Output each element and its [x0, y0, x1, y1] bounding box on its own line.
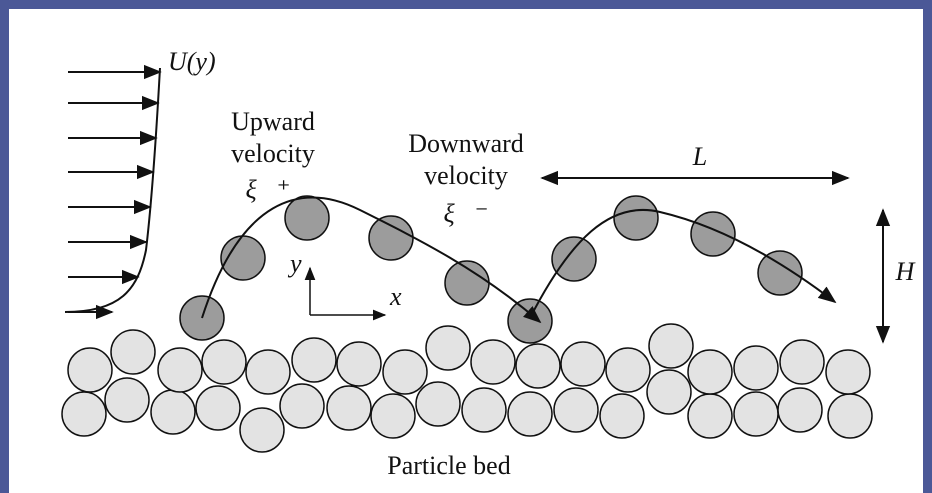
bed-particle	[605, 347, 651, 393]
bed-particle	[553, 387, 599, 433]
velocity-profile	[64, 64, 162, 320]
bed-particle	[279, 383, 325, 429]
upward-label: velocity	[231, 139, 315, 168]
saltating-particle	[368, 215, 414, 261]
bed-particle	[515, 343, 561, 389]
bed-particle	[370, 393, 416, 439]
trajectory	[529, 209, 837, 319]
bed-particle	[827, 393, 873, 439]
bed-particle	[150, 389, 196, 435]
bed-particle	[779, 339, 825, 385]
height-label: H	[895, 257, 916, 286]
bed-particle	[687, 393, 733, 439]
upward-symbol: ξ⃗⁺	[245, 175, 290, 204]
bed-particle	[507, 391, 553, 437]
downward-symbol: ξ⃗⁻	[443, 199, 488, 228]
upward-label: Upward	[231, 107, 315, 136]
bed-particle	[777, 387, 823, 433]
bed-particle	[599, 393, 645, 439]
bed-particle	[239, 407, 285, 453]
particle-bed	[61, 323, 873, 453]
bed-particle	[461, 387, 507, 433]
bed-particle	[560, 341, 606, 387]
trajectory	[201, 196, 542, 324]
bed-particle	[104, 377, 150, 423]
saltating-particle	[690, 211, 736, 257]
bed-particle	[336, 341, 382, 387]
bed-particle	[157, 347, 203, 393]
bed-particle	[825, 349, 871, 395]
bed-particle	[326, 385, 372, 431]
profile-label: U(y)	[168, 47, 216, 76]
bed-particle	[415, 381, 461, 427]
bed-particle	[733, 391, 779, 437]
saltating-particle	[551, 236, 597, 282]
x-axis-label: x	[389, 282, 402, 311]
bed-particle	[67, 347, 113, 393]
bed-particle	[646, 369, 692, 415]
bed-particle	[733, 345, 779, 391]
downward-label: velocity	[424, 161, 508, 190]
y-axis-label: y	[287, 249, 302, 278]
bed-particle	[648, 323, 694, 369]
saltating-particle	[507, 298, 553, 344]
saltating-particle	[757, 250, 803, 296]
bed-particle	[201, 339, 247, 385]
bed-label: Particle bed	[387, 451, 510, 480]
bed-particle	[291, 337, 337, 383]
bed-particle	[687, 349, 733, 395]
bed-particle	[61, 391, 107, 437]
length-label: L	[692, 142, 707, 171]
saltating-particle	[613, 195, 659, 241]
saltating-particle	[284, 195, 330, 241]
bed-particle	[110, 329, 156, 375]
bed-particle	[470, 339, 516, 385]
downward-label: Downward	[408, 129, 524, 158]
bed-particle	[195, 385, 241, 431]
bed-particle	[245, 349, 291, 395]
bed-particle	[382, 349, 428, 395]
bed-particle	[425, 325, 471, 371]
